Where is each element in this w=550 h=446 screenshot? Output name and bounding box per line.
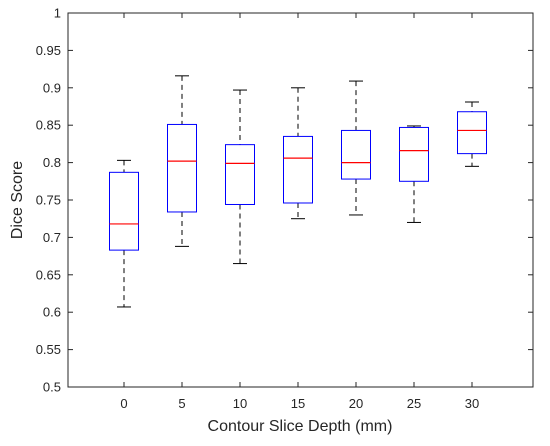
y-tick-label: 0.55 (36, 342, 61, 357)
box-25 (399, 125, 429, 223)
iqr-box (399, 126, 429, 182)
iqr-box (167, 123, 197, 213)
x-tick-label: 30 (465, 396, 479, 411)
y-tick-label: 0.75 (36, 193, 61, 208)
y-tick-label: 0.65 (36, 267, 61, 282)
x-tick-label: 25 (407, 396, 421, 411)
boxes-group (109, 75, 487, 308)
box-20 (341, 80, 371, 216)
x-axis-label: Contour Slice Depth (mm) (208, 418, 393, 435)
y-tick-label: 0.6 (43, 305, 61, 320)
plot-area (67, 12, 534, 388)
x-tick-label: 0 (120, 396, 127, 411)
x-axis: 0 5 10 15 20 25 30 (120, 13, 479, 411)
iqr-box (457, 111, 487, 155)
y-axis-label: Dice Score (9, 161, 26, 239)
y-tick-label: 0.95 (36, 43, 61, 58)
x-tick-label: 15 (291, 396, 305, 411)
box-0 (109, 159, 139, 308)
y-tick-label: 0.5 (43, 380, 61, 395)
y-tick-label: 0.7 (43, 230, 61, 245)
x-tick-label: 20 (349, 396, 363, 411)
x-tick-label: 10 (233, 396, 247, 411)
box-30 (457, 101, 487, 167)
y-tick-label: 0.8 (43, 155, 61, 170)
box-15 (283, 87, 313, 220)
iqr-box (109, 171, 139, 251)
y-tick-label: 0.85 (36, 118, 61, 133)
iqr-box (283, 135, 313, 204)
box-5 (167, 75, 197, 247)
y-tick-label: 0.9 (43, 80, 61, 95)
x-tick-label: 5 (178, 396, 185, 411)
y-tick-label: 1 (54, 6, 61, 21)
y-axis: 0.5 0.55 0.6 0.65 0.7 0.75 0.8 0.85 0.9 0.95 1 (36, 6, 533, 395)
box-10 (225, 89, 255, 265)
iqr-box (341, 129, 371, 180)
iqr-box (225, 144, 255, 205)
